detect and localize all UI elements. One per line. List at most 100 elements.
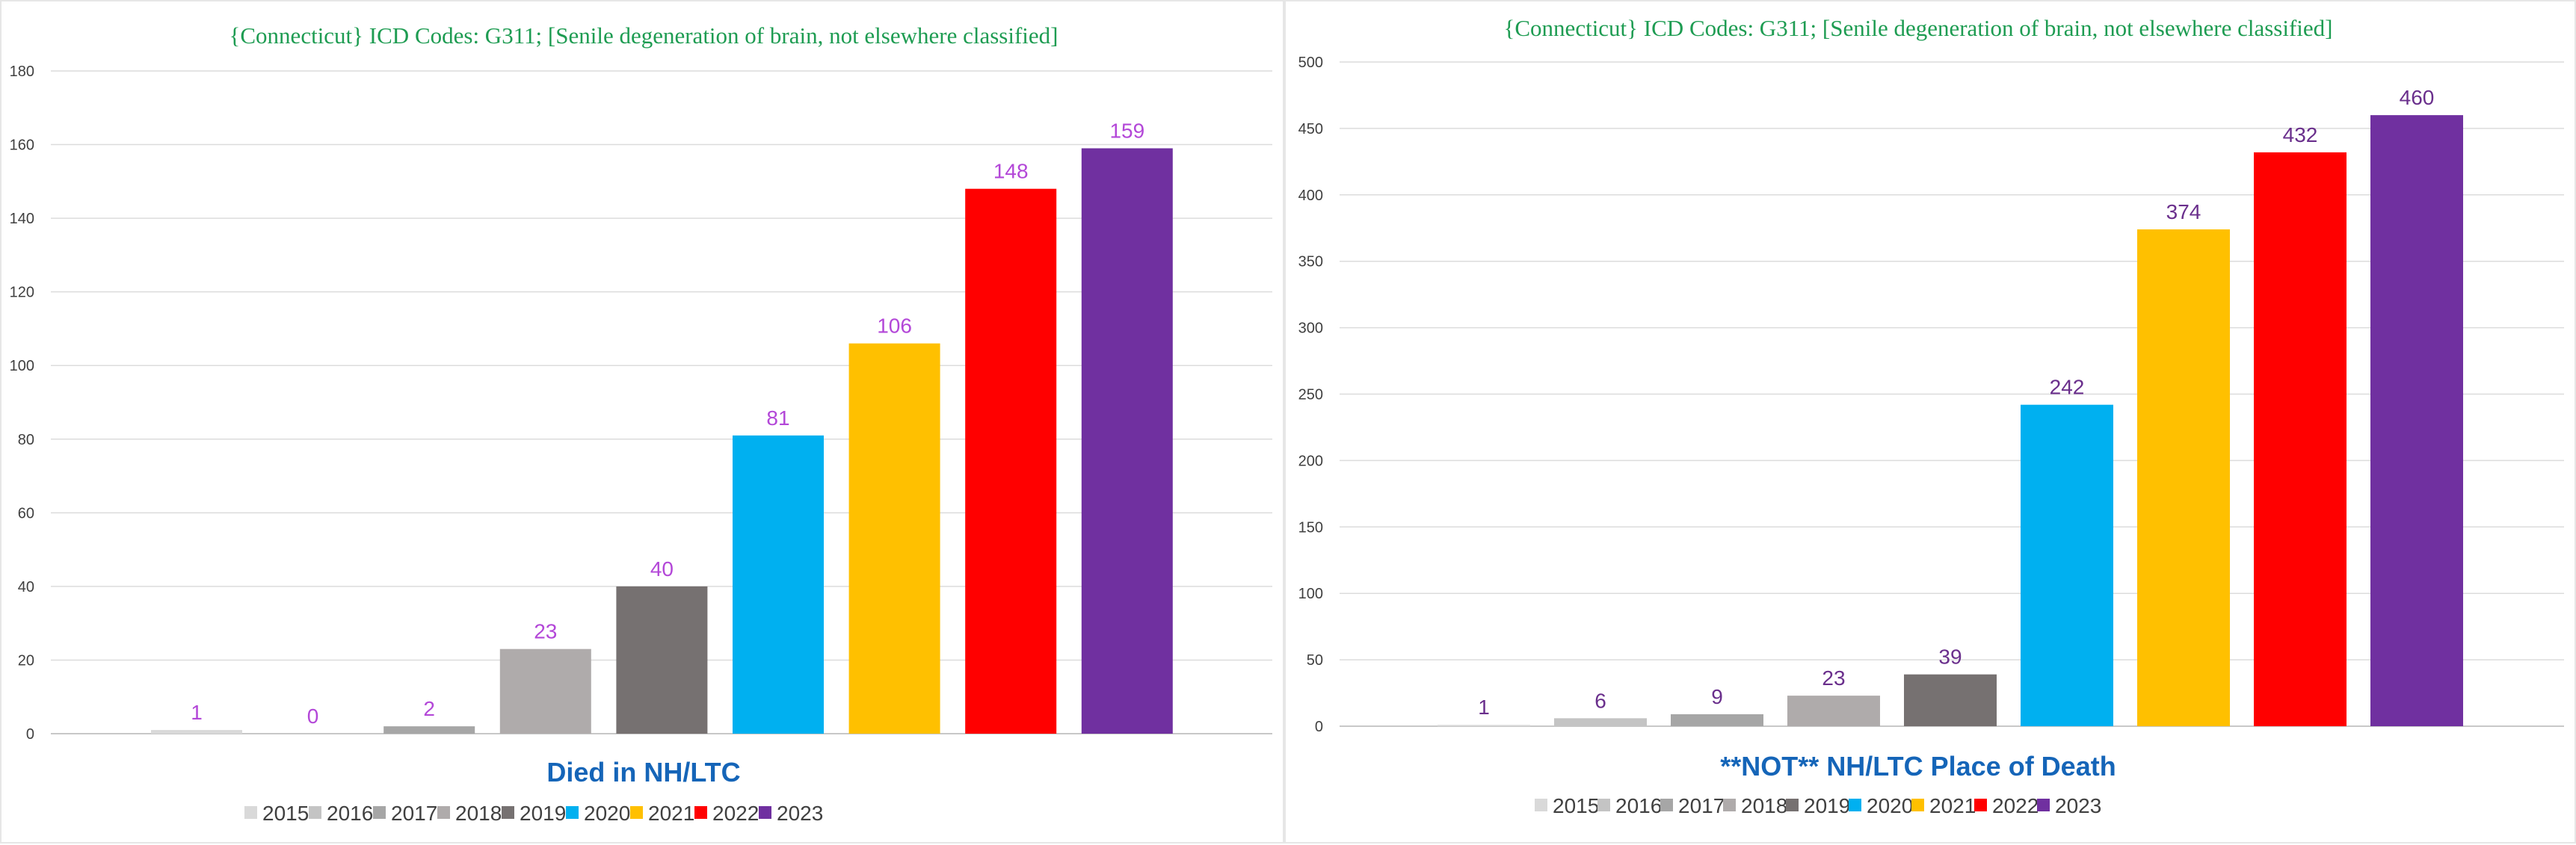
bar-2022 — [965, 188, 1057, 734]
legend-swatch-2017 — [373, 806, 386, 819]
y-tick-label: 100 — [1298, 586, 1323, 602]
legend-label-2017: 2017 — [1678, 794, 1725, 817]
y-tick-label: 0 — [26, 726, 34, 743]
legend-swatch-2015 — [244, 806, 257, 819]
bar-2016 — [1554, 718, 1647, 726]
y-tick-label: 40 — [18, 579, 34, 595]
bar-2017 — [1671, 714, 1763, 726]
y-tick-label: 160 — [10, 137, 34, 154]
legend-label-2023: 2023 — [2055, 794, 2101, 817]
legend-swatch-2019 — [502, 806, 514, 819]
data-label-2022: 432 — [2283, 123, 2318, 146]
data-label-2018: 23 — [534, 620, 557, 643]
bar-2023 — [1081, 148, 1173, 734]
data-label-2019: 40 — [650, 557, 674, 581]
data-label-2023: 460 — [2400, 86, 2435, 109]
chart-panel-left: {Connecticut} ICD Codes: G311; [Senile d… — [0, 0, 1284, 844]
legend-label-2018: 2018 — [455, 802, 502, 825]
bar-2021 — [848, 343, 940, 734]
y-tick-label: 60 — [18, 505, 34, 521]
legend-swatch-2016 — [309, 806, 321, 819]
y-tick-label: 500 — [1298, 55, 1323, 71]
bar-2017 — [383, 726, 475, 734]
bar-2018 — [1787, 696, 1880, 726]
legend-swatch-2021 — [1911, 799, 1924, 811]
legend-label-2019: 2019 — [520, 802, 566, 825]
data-label-2020: 242 — [2050, 376, 2085, 399]
data-label-2023: 159 — [1109, 119, 1144, 142]
bar-2018 — [499, 649, 591, 734]
y-tick-label: 20 — [18, 652, 34, 669]
data-label-2016: 6 — [1594, 689, 1606, 712]
bar-2019 — [616, 586, 708, 734]
y-tick-label: 180 — [10, 64, 34, 80]
y-tick-label: 250 — [1298, 387, 1323, 403]
legend-swatch-2020 — [1849, 799, 1861, 811]
y-tick-label: 200 — [1298, 453, 1323, 469]
bar-2022 — [2254, 152, 2347, 727]
x-axis-label: **NOT** NH/LTC Place of Death — [1720, 751, 2116, 781]
legend-swatch-2017 — [1660, 799, 1673, 811]
chart-died-in-nh-ltc: {Connecticut} ICD Codes: G311; [Senile d… — [10, 22, 1272, 825]
bar-2015 — [151, 730, 242, 734]
legend-swatch-2022 — [694, 806, 707, 819]
data-label-2021: 374 — [2166, 200, 2201, 223]
legend-label-2023: 2023 — [777, 802, 823, 825]
y-tick-label: 450 — [1298, 121, 1323, 137]
y-tick-label: 50 — [1307, 652, 1323, 669]
y-tick-label: 120 — [10, 285, 34, 301]
y-tick-label: 300 — [1298, 321, 1323, 337]
legend-label-2019: 2019 — [1804, 794, 1850, 817]
legend-label-2017: 2017 — [391, 802, 437, 825]
data-label-2018: 23 — [1822, 666, 1845, 690]
x-axis-label: Died in NH/LTC — [546, 757, 740, 787]
bar-2023 — [2370, 115, 2463, 726]
data-label-2022: 148 — [993, 160, 1029, 183]
data-label-2017: 9 — [1711, 685, 1723, 708]
legend-label-2018: 2018 — [1741, 794, 1787, 817]
y-tick-label: 0 — [1315, 719, 1323, 735]
legend-swatch-2023 — [2037, 799, 2050, 811]
legend-swatch-2021 — [630, 806, 643, 819]
y-tick-label: 350 — [1298, 254, 1323, 270]
data-label-2016: 0 — [307, 705, 319, 728]
legend-swatch-2019 — [1786, 799, 1799, 811]
data-label-2017: 2 — [423, 697, 435, 720]
legend-swatch-2018 — [437, 806, 450, 819]
y-tick-label: 80 — [18, 432, 34, 448]
legend-label-2020: 2020 — [1867, 794, 1913, 817]
y-tick-label: 140 — [10, 211, 34, 227]
bar-2015 — [1438, 725, 1530, 726]
data-label-2015: 1 — [191, 701, 203, 724]
legend-swatch-2023 — [759, 806, 771, 819]
chart-title: {Connecticut} ICD Codes: G311; [Senile d… — [229, 22, 1059, 49]
legend-label-2015: 2015 — [1553, 794, 1599, 817]
y-tick-label: 100 — [10, 358, 34, 374]
legend-label-2021: 2021 — [1929, 794, 1976, 817]
legend-swatch-2018 — [1723, 799, 1736, 811]
y-tick-label: 150 — [1298, 519, 1323, 536]
legend-label-2016: 2016 — [1615, 794, 1662, 817]
bar-2020 — [733, 435, 824, 734]
bar-2021 — [2137, 229, 2230, 726]
legend-label-2022: 2022 — [1992, 794, 2039, 817]
data-label-2015: 1 — [1478, 696, 1490, 719]
legend-label-2022: 2022 — [712, 802, 759, 825]
legend-label-2016: 2016 — [327, 802, 373, 825]
legend-swatch-2015 — [1535, 799, 1547, 811]
legend-swatch-2022 — [1974, 799, 1987, 811]
data-label-2020: 81 — [766, 406, 789, 430]
legend-label-2015: 2015 — [262, 802, 309, 825]
legend-swatch-2016 — [1597, 799, 1610, 811]
data-label-2021: 106 — [877, 315, 912, 338]
legend-swatch-2020 — [566, 806, 579, 819]
chart-title: {Connecticut} ICD Codes: G311; [Senile d… — [1504, 15, 2333, 41]
legend-label-2021: 2021 — [648, 802, 694, 825]
bar-2020 — [2021, 404, 2113, 726]
bar-2019 — [1904, 674, 1997, 726]
legend-label-2020: 2020 — [584, 802, 630, 825]
data-label-2019: 39 — [1938, 646, 1962, 669]
y-tick-label: 400 — [1298, 188, 1323, 204]
chart-not-nh-ltc-place-of-death: {Connecticut} ICD Codes: G311; [Senile d… — [1298, 15, 2564, 817]
chart-panel-right: {Connecticut} ICD Codes: G311; [Senile d… — [1284, 0, 2576, 844]
